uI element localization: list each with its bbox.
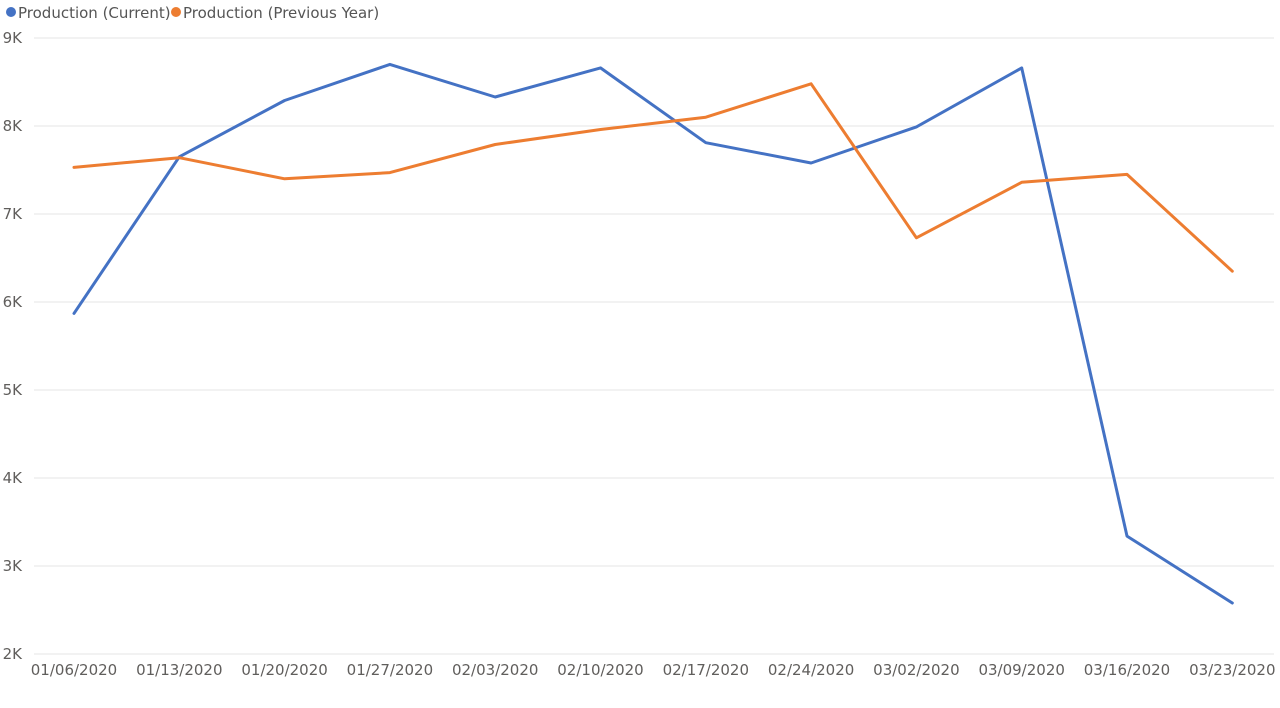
y-tick-label: 3K <box>3 557 24 575</box>
x-tick-label: 02/03/2020 <box>452 661 538 679</box>
legend-marker-previous <box>171 7 181 17</box>
series-line-previous-year <box>72 82 1234 273</box>
y-tick-label: 4K <box>3 469 24 487</box>
y-axis: 2K 3K 4K 5K 6K 7K 8K 9K <box>3 29 24 663</box>
x-tick-label: 03/09/2020 <box>978 661 1064 679</box>
grid-lines <box>34 37 1274 655</box>
x-tick-label: 02/24/2020 <box>768 661 854 679</box>
y-tick-label: 5K <box>3 381 24 399</box>
x-tick-label: 02/10/2020 <box>557 661 643 679</box>
y-tick-label: 6K <box>3 293 24 311</box>
y-tick-label: 2K <box>3 645 24 663</box>
legend-label-previous: Production (Previous Year) <box>183 4 379 22</box>
series-line-current <box>72 62 1234 605</box>
legend-label-current: Production (Current) <box>18 4 171 22</box>
y-tick-label: 8K <box>3 117 24 135</box>
x-tick-label: 03/02/2020 <box>873 661 959 679</box>
x-tick-label: 01/06/2020 <box>31 661 117 679</box>
x-tick-label: 02/17/2020 <box>663 661 749 679</box>
x-tick-label: 03/16/2020 <box>1084 661 1170 679</box>
y-tick-label: 9K <box>3 29 24 47</box>
x-tick-label: 03/23/2020 <box>1189 661 1275 679</box>
series-lines <box>72 62 1234 605</box>
x-tick-label: 01/27/2020 <box>347 661 433 679</box>
y-tick-label: 7K <box>3 205 24 223</box>
legend: Production (Current) Production (Previou… <box>6 4 379 22</box>
x-tick-label: 01/13/2020 <box>136 661 222 679</box>
x-tick-label: 01/20/2020 <box>241 661 327 679</box>
x-axis: 01/06/2020 01/13/2020 01/20/2020 01/27/2020… <box>31 661 1276 679</box>
legend-marker-current <box>6 7 16 17</box>
